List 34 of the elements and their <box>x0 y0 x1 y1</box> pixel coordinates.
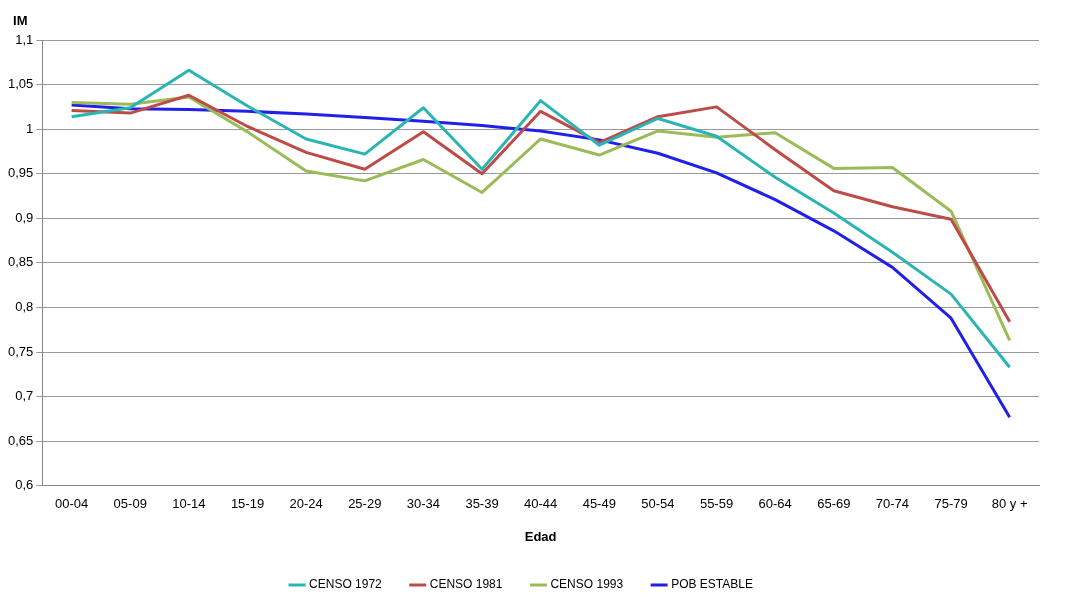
x-tick-label: 10-14 <box>172 496 206 512</box>
y-tick-label: 1,05 <box>7 76 34 92</box>
y-tick-label: 1 <box>26 120 34 136</box>
x-tick-label: 35-39 <box>465 496 499 512</box>
x-tick-label: 45-49 <box>582 496 616 512</box>
x-tick-label: 30-34 <box>406 496 441 512</box>
x-tick-label: 70-74 <box>875 496 910 512</box>
legend-label: CENSO 1972 <box>309 577 383 592</box>
x-tick-label: 55-59 <box>699 496 734 512</box>
x-tick-label: 50-54 <box>641 496 675 512</box>
y-tick-label: 1,1 <box>15 31 34 47</box>
legend-label: POB ESTABLE <box>671 577 753 592</box>
x-axis-title: Edad <box>524 528 557 544</box>
x-tick-label: 15-19 <box>230 496 265 512</box>
x-tick-label: 05-09 <box>113 496 147 512</box>
y-tick-label: 0,75 <box>7 343 34 359</box>
x-tick-label: 65-69 <box>817 496 851 512</box>
y-tick-label: 0,6 <box>15 477 34 493</box>
legend-label: CENSO 1993 <box>550 577 624 592</box>
y-tick-label: 0,95 <box>7 165 34 181</box>
legend-label: CENSO 1981 <box>429 577 503 592</box>
y-tick-label: 0,9 <box>15 209 34 225</box>
x-tick-label: 40-44 <box>524 496 558 512</box>
x-tick-label: 20-24 <box>289 496 323 512</box>
x-tick-label: 25-29 <box>348 496 382 512</box>
y-tick-label: 0,8 <box>15 299 34 315</box>
y-tick-label: 0,7 <box>15 388 34 404</box>
x-tick-label: 60-64 <box>758 496 792 512</box>
y-axis-title: IM <box>13 13 28 29</box>
x-tick-label: 75-79 <box>934 496 968 512</box>
x-tick-label: 80 y + <box>991 496 1028 512</box>
y-tick-label: 0,65 <box>7 432 34 448</box>
x-tick-label: 00-04 <box>54 496 89 512</box>
y-tick-label: 0,85 <box>7 254 34 270</box>
